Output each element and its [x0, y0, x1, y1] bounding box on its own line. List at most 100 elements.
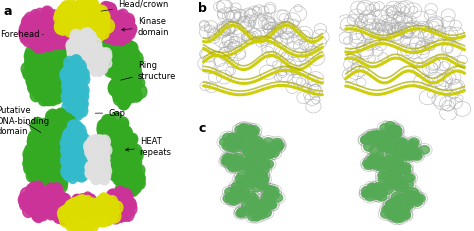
Circle shape — [74, 125, 83, 135]
Circle shape — [55, 207, 66, 220]
Circle shape — [25, 200, 35, 211]
Circle shape — [67, 6, 76, 17]
Circle shape — [48, 10, 60, 23]
Circle shape — [38, 205, 49, 217]
Circle shape — [385, 201, 395, 209]
Circle shape — [65, 204, 73, 213]
Circle shape — [64, 30, 73, 39]
Circle shape — [64, 139, 73, 149]
Circle shape — [77, 84, 89, 97]
Circle shape — [94, 213, 106, 227]
Circle shape — [117, 15, 126, 26]
Circle shape — [85, 207, 96, 219]
Circle shape — [58, 19, 68, 30]
Circle shape — [52, 54, 64, 68]
Circle shape — [111, 202, 120, 212]
Circle shape — [123, 75, 135, 89]
Circle shape — [115, 129, 123, 139]
Circle shape — [126, 23, 137, 35]
Circle shape — [35, 160, 46, 173]
Circle shape — [52, 88, 61, 98]
Circle shape — [28, 24, 40, 36]
Circle shape — [36, 157, 44, 167]
Circle shape — [114, 11, 126, 25]
Circle shape — [89, 18, 99, 30]
Circle shape — [74, 152, 84, 164]
Circle shape — [102, 196, 113, 208]
Circle shape — [74, 9, 84, 21]
Circle shape — [135, 165, 145, 176]
Circle shape — [27, 71, 38, 85]
Circle shape — [57, 197, 66, 209]
Circle shape — [112, 27, 123, 40]
Circle shape — [44, 36, 55, 50]
Circle shape — [118, 174, 128, 187]
Circle shape — [45, 60, 54, 70]
Circle shape — [97, 55, 108, 67]
Circle shape — [52, 162, 61, 174]
Circle shape — [53, 203, 62, 213]
Circle shape — [61, 89, 73, 103]
Circle shape — [31, 78, 40, 89]
Circle shape — [121, 153, 132, 166]
Circle shape — [403, 201, 413, 210]
Circle shape — [105, 209, 115, 221]
Circle shape — [36, 85, 46, 99]
Circle shape — [264, 144, 274, 152]
Circle shape — [361, 136, 371, 145]
Circle shape — [121, 76, 130, 88]
Circle shape — [124, 43, 135, 56]
Circle shape — [385, 122, 396, 131]
Circle shape — [392, 181, 402, 189]
Circle shape — [258, 151, 269, 159]
Circle shape — [63, 140, 71, 150]
Circle shape — [110, 33, 120, 45]
Circle shape — [77, 97, 88, 110]
Circle shape — [36, 77, 45, 87]
Circle shape — [86, 210, 96, 221]
Circle shape — [82, 213, 93, 226]
Circle shape — [89, 44, 98, 56]
Circle shape — [68, 38, 77, 49]
Circle shape — [119, 167, 131, 181]
Circle shape — [23, 204, 34, 217]
Circle shape — [69, 158, 80, 170]
Circle shape — [49, 110, 60, 123]
Circle shape — [236, 209, 246, 217]
Circle shape — [388, 203, 398, 211]
Text: Forehead: Forehead — [0, 30, 43, 39]
Circle shape — [82, 6, 91, 16]
Circle shape — [69, 2, 79, 13]
Circle shape — [126, 168, 136, 180]
Circle shape — [50, 195, 60, 207]
Circle shape — [126, 180, 136, 191]
Circle shape — [67, 198, 80, 213]
Circle shape — [108, 210, 118, 222]
Circle shape — [42, 152, 50, 161]
Circle shape — [265, 150, 275, 158]
Circle shape — [98, 129, 107, 140]
Circle shape — [89, 161, 97, 171]
Circle shape — [52, 137, 61, 147]
Circle shape — [64, 100, 73, 110]
Circle shape — [52, 186, 62, 198]
Circle shape — [93, 159, 103, 171]
Circle shape — [77, 194, 88, 207]
Circle shape — [78, 134, 90, 148]
Circle shape — [90, 210, 99, 221]
Circle shape — [45, 202, 55, 214]
Text: Kinase
domain: Kinase domain — [121, 17, 169, 37]
Circle shape — [62, 211, 70, 221]
Circle shape — [383, 156, 393, 164]
Circle shape — [100, 204, 110, 216]
Circle shape — [62, 203, 70, 214]
Circle shape — [78, 42, 88, 54]
Circle shape — [103, 139, 113, 149]
Circle shape — [31, 33, 41, 45]
Circle shape — [53, 207, 64, 220]
Circle shape — [91, 144, 100, 156]
Circle shape — [57, 22, 68, 35]
Circle shape — [69, 160, 77, 169]
Circle shape — [54, 54, 63, 64]
Circle shape — [44, 82, 53, 92]
